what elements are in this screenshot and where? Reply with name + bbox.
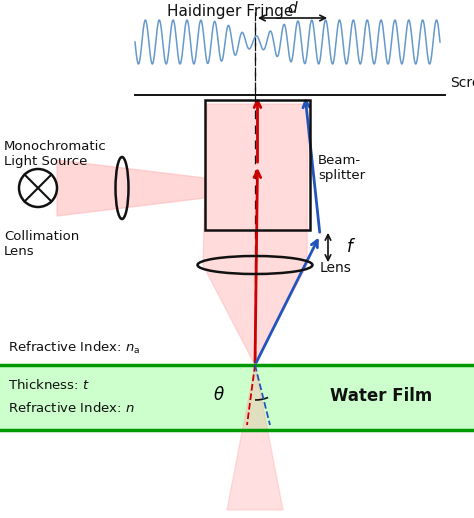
Text: Refractive Index: $n$: Refractive Index: $n$ [8, 401, 135, 415]
Text: $f$: $f$ [346, 238, 356, 256]
Text: Water Film: Water Film [330, 387, 432, 405]
Text: Screen: Screen [450, 76, 474, 90]
Text: Thickness: $t$: Thickness: $t$ [8, 378, 90, 392]
Text: Monochromatic
Light Source: Monochromatic Light Source [4, 140, 107, 168]
Bar [0, 365, 474, 430]
Text: $\theta$: $\theta$ [213, 386, 225, 404]
Text: Haidinger Fringe: Haidinger Fringe [167, 4, 293, 19]
Polygon shape [203, 104, 308, 365]
Polygon shape [227, 365, 283, 510]
Text: Lens: Lens [320, 261, 352, 275]
Bar [205, 100, 310, 230]
Text: Refractive Index: $n_{\mathrm{a}}$: Refractive Index: $n_{\mathrm{a}}$ [8, 340, 140, 356]
Text: Beam-
splitter: Beam- splitter [318, 154, 365, 182]
Text: $d$: $d$ [287, 0, 298, 16]
Text: Collimation
Lens: Collimation Lens [4, 230, 79, 258]
Polygon shape [57, 160, 205, 216]
